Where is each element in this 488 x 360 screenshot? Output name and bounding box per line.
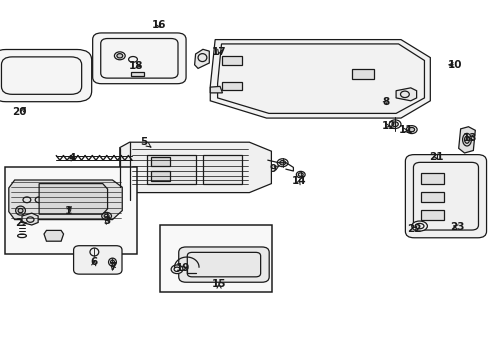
Polygon shape — [210, 86, 222, 93]
Polygon shape — [395, 88, 416, 101]
FancyBboxPatch shape — [405, 155, 486, 238]
Ellipse shape — [279, 161, 285, 165]
Text: 23: 23 — [449, 222, 464, 232]
Polygon shape — [39, 184, 107, 214]
Text: 12: 12 — [381, 121, 395, 131]
Text: 8: 8 — [382, 96, 389, 107]
Text: 10: 10 — [447, 60, 461, 70]
Text: 16: 16 — [151, 20, 166, 30]
FancyBboxPatch shape — [92, 33, 185, 84]
Polygon shape — [458, 127, 474, 153]
Text: 1: 1 — [65, 206, 72, 216]
Bar — [5, 167, 137, 254]
Text: 22: 22 — [407, 224, 421, 234]
Bar — [160, 225, 271, 292]
Text: 17: 17 — [211, 47, 226, 57]
Ellipse shape — [110, 260, 114, 264]
Text: 14: 14 — [291, 176, 306, 186]
Text: 21: 21 — [428, 152, 443, 162]
Polygon shape — [194, 49, 209, 68]
Text: 4: 4 — [68, 153, 76, 163]
Polygon shape — [210, 40, 429, 118]
Text: 20: 20 — [12, 107, 27, 117]
Ellipse shape — [117, 54, 122, 58]
Ellipse shape — [411, 221, 427, 231]
Bar — [150, 157, 170, 166]
Bar — [222, 82, 242, 90]
Ellipse shape — [298, 173, 303, 176]
Text: 5: 5 — [141, 137, 151, 147]
Bar — [420, 173, 443, 184]
Text: 13: 13 — [462, 132, 477, 143]
Ellipse shape — [18, 208, 23, 213]
Text: 15: 15 — [211, 279, 226, 289]
Text: 6: 6 — [91, 257, 98, 267]
Text: 19: 19 — [176, 263, 190, 273]
Bar — [420, 210, 443, 220]
Bar — [420, 192, 443, 202]
Ellipse shape — [408, 127, 414, 132]
Bar — [222, 56, 242, 65]
Bar — [146, 155, 195, 184]
FancyBboxPatch shape — [179, 247, 268, 282]
Bar — [203, 155, 242, 184]
Polygon shape — [120, 142, 271, 193]
Ellipse shape — [171, 265, 183, 274]
Polygon shape — [9, 180, 122, 220]
Polygon shape — [120, 187, 129, 200]
Bar — [351, 69, 373, 79]
Polygon shape — [22, 213, 38, 225]
Polygon shape — [44, 230, 63, 241]
Text: 2: 2 — [15, 218, 27, 228]
Ellipse shape — [104, 214, 109, 218]
Polygon shape — [131, 72, 144, 76]
Text: 9: 9 — [269, 164, 279, 174]
Ellipse shape — [391, 122, 397, 126]
FancyBboxPatch shape — [73, 246, 122, 274]
Text: 7: 7 — [108, 262, 116, 272]
Text: 11: 11 — [398, 125, 412, 135]
Ellipse shape — [464, 136, 468, 143]
Bar — [150, 171, 170, 181]
FancyBboxPatch shape — [0, 49, 92, 102]
Text: 18: 18 — [128, 60, 143, 71]
Text: 3: 3 — [103, 216, 110, 226]
